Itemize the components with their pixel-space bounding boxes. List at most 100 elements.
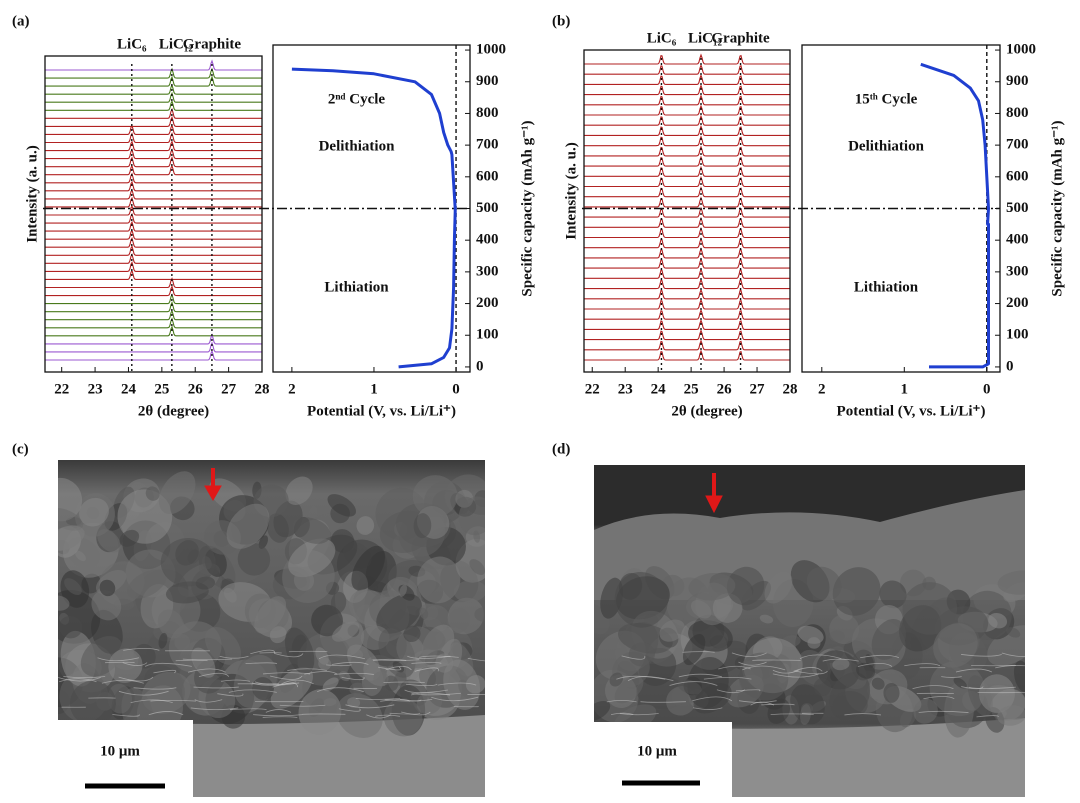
streak bbox=[793, 667, 823, 672]
streak bbox=[331, 661, 369, 665]
xrd-trace bbox=[45, 309, 262, 321]
xrd-trace bbox=[45, 67, 262, 79]
xrd-trace bbox=[45, 269, 262, 280]
plot-frame bbox=[583, 49, 791, 373]
xrd-trace bbox=[45, 107, 262, 119]
x-tick-label: 2 bbox=[818, 381, 826, 397]
y-axis-label: Specific capacity (mAh g⁻¹) bbox=[519, 120, 535, 296]
streak bbox=[97, 657, 140, 662]
xrd-trace bbox=[45, 196, 262, 208]
xrd-trace bbox=[45, 237, 262, 248]
grain bbox=[58, 477, 83, 522]
xrd-trace bbox=[45, 228, 262, 240]
grain bbox=[254, 596, 287, 634]
grain bbox=[99, 579, 116, 597]
streak bbox=[844, 713, 882, 716]
streak bbox=[961, 654, 1002, 657]
grain bbox=[97, 529, 121, 553]
xrd-trace bbox=[45, 245, 262, 256]
grain bbox=[997, 705, 1025, 726]
grain bbox=[871, 618, 906, 660]
peak-label: Graphite bbox=[183, 36, 242, 52]
xrd-trace bbox=[584, 145, 790, 157]
xrd-trace bbox=[584, 277, 790, 290]
grain bbox=[417, 556, 461, 604]
x-axis-label: Potential (V, vs. Li/Li⁺) bbox=[837, 403, 986, 419]
y-tick-label: 600 bbox=[476, 168, 499, 184]
y-tick-label: 400 bbox=[1006, 232, 1029, 248]
streak bbox=[254, 681, 297, 686]
xrd-trace bbox=[45, 188, 262, 200]
grain bbox=[413, 513, 432, 539]
streak bbox=[692, 696, 733, 702]
x-tick-label: 23 bbox=[618, 381, 633, 397]
streak bbox=[693, 707, 723, 710]
streak bbox=[918, 710, 969, 713]
grain bbox=[813, 678, 832, 697]
streak bbox=[58, 677, 101, 682]
streak bbox=[738, 661, 767, 666]
streak bbox=[133, 687, 177, 690]
panel-label: (b) bbox=[552, 13, 570, 29]
y-tick-label: 0 bbox=[476, 358, 484, 374]
grain bbox=[933, 623, 978, 668]
xrd-trace bbox=[584, 328, 790, 341]
streak bbox=[304, 671, 338, 675]
grain bbox=[978, 674, 1015, 713]
x-tick-label: 1 bbox=[901, 381, 909, 397]
x-tick-label: 2 bbox=[288, 381, 296, 397]
streak bbox=[857, 662, 893, 667]
annotation: 15ᵗʰ Cycle bbox=[855, 91, 918, 107]
y-tick-label: 300 bbox=[476, 263, 499, 279]
streak bbox=[610, 712, 634, 716]
y-tick-label: 100 bbox=[476, 327, 499, 343]
x-tick-label: 25 bbox=[684, 381, 699, 397]
grain bbox=[1006, 627, 1021, 638]
grain bbox=[237, 543, 271, 576]
streak bbox=[968, 686, 1016, 689]
streak bbox=[153, 669, 177, 674]
x-tick-label: 28 bbox=[783, 381, 798, 397]
grain bbox=[79, 497, 109, 527]
grain bbox=[628, 642, 656, 667]
y-tick-label: 700 bbox=[476, 137, 499, 153]
grain bbox=[759, 614, 774, 624]
xrd-trace bbox=[45, 116, 262, 127]
streak bbox=[619, 713, 659, 716]
streak bbox=[355, 697, 401, 700]
xrd-trace bbox=[45, 148, 262, 160]
xrd-trace bbox=[45, 156, 262, 168]
grain bbox=[871, 677, 885, 690]
grain bbox=[614, 676, 644, 704]
grain bbox=[609, 672, 623, 687]
grain bbox=[298, 689, 342, 735]
streak bbox=[182, 658, 233, 661]
x-tick-label: 28 bbox=[255, 381, 270, 397]
xrd-trace bbox=[45, 261, 262, 272]
grain bbox=[419, 603, 439, 621]
streak bbox=[130, 699, 173, 704]
xrd-trace bbox=[584, 206, 790, 218]
x-tick-label: 1 bbox=[370, 381, 378, 397]
scale-bar: 10 μm bbox=[58, 720, 193, 797]
peak-label: LiC₁₂ bbox=[688, 30, 723, 46]
streak bbox=[772, 669, 799, 674]
streak bbox=[703, 676, 752, 680]
grain bbox=[351, 545, 386, 591]
xrd-trace bbox=[45, 75, 262, 87]
grain bbox=[617, 622, 673, 654]
plot-frame bbox=[44, 55, 263, 373]
xrd-trace bbox=[584, 339, 790, 351]
xrd-trace bbox=[45, 99, 262, 111]
streak bbox=[318, 654, 366, 660]
grain bbox=[269, 626, 287, 644]
xrd-trace bbox=[45, 91, 262, 103]
grain bbox=[399, 584, 407, 597]
streak bbox=[923, 696, 955, 700]
panel-label: (c) bbox=[12, 441, 29, 457]
grain bbox=[58, 595, 70, 611]
streak bbox=[150, 699, 197, 702]
streak bbox=[795, 670, 828, 675]
grain bbox=[58, 615, 83, 639]
